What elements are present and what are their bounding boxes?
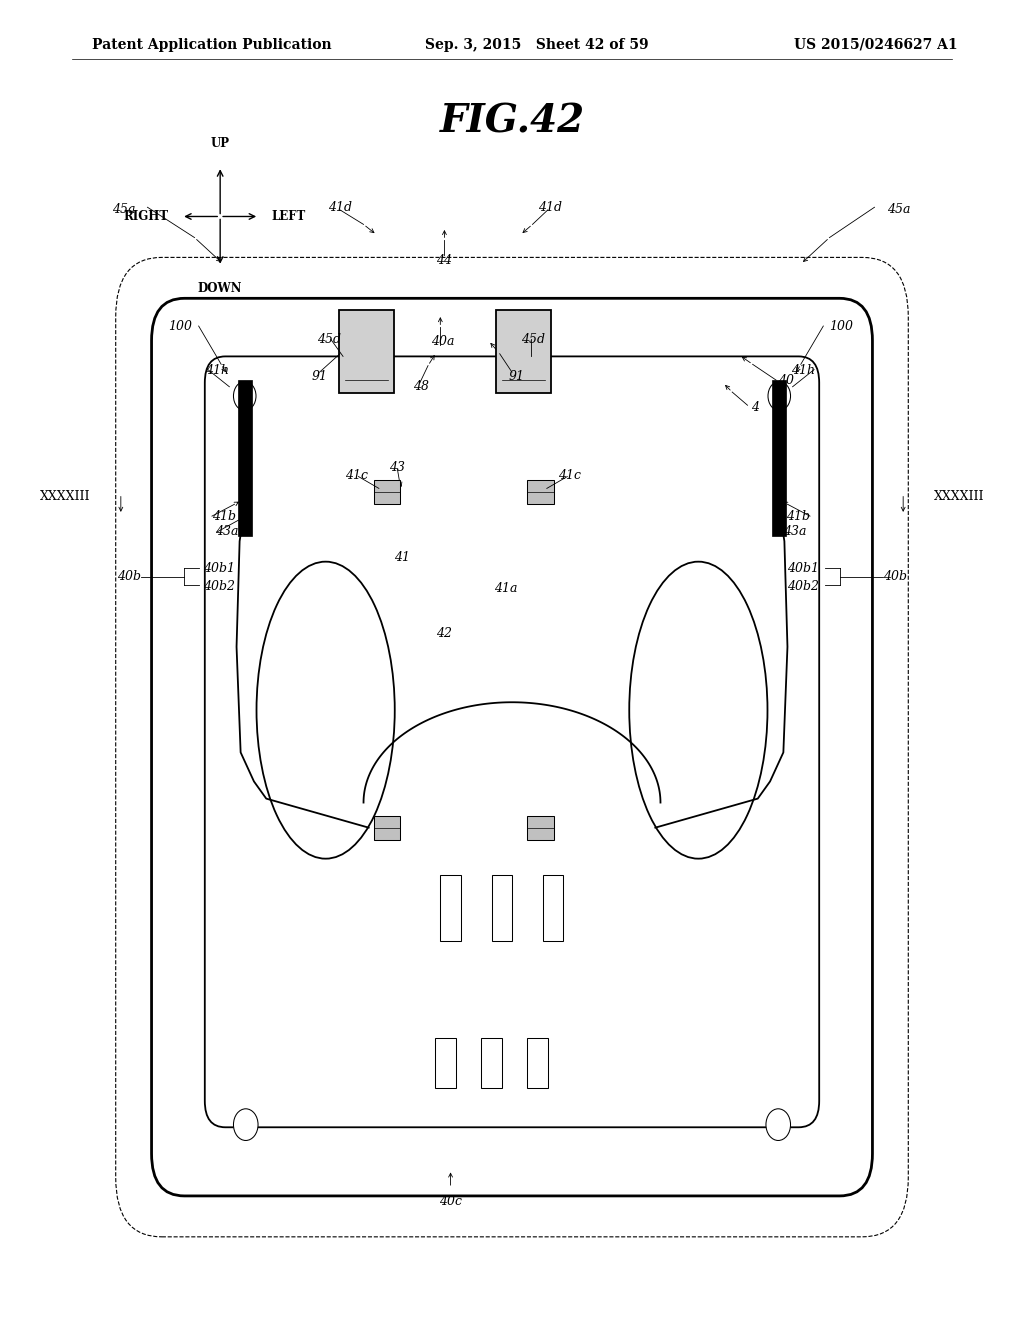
Text: 41b: 41b [212,510,236,523]
Text: 42: 42 [436,627,453,640]
Bar [543,875,563,941]
Text: 45d: 45d [316,333,341,346]
Bar [238,380,252,536]
Text: 40: 40 [778,374,795,387]
Bar [440,875,461,941]
Bar [374,816,400,840]
Text: 40b1: 40b1 [787,562,819,576]
Text: 100: 100 [829,319,853,333]
Text: US 2015/0246627 A1: US 2015/0246627 A1 [794,38,957,51]
Text: UP: UP [211,137,229,150]
Text: 41a: 41a [495,582,517,595]
Text: 45a: 45a [112,203,135,216]
Bar [496,310,551,393]
Circle shape [766,1109,791,1140]
Text: 41: 41 [394,550,411,564]
Text: 41c: 41c [558,469,581,482]
Text: 45d: 45d [521,333,546,346]
Bar [527,816,554,840]
Text: 41b: 41b [786,510,810,523]
Text: 41h: 41h [792,364,815,378]
Text: XXXXIII: XXXXIII [40,490,90,503]
Circle shape [233,381,256,411]
Circle shape [768,381,791,411]
Text: 44: 44 [436,253,453,267]
Text: 45a: 45a [887,203,910,216]
Ellipse shape [256,562,395,858]
Bar [339,310,394,393]
Text: 48: 48 [413,380,429,393]
Bar [374,480,400,504]
Text: 41c: 41c [345,469,368,482]
Text: 40b: 40b [118,570,141,583]
Bar [481,1038,502,1088]
Text: 41d: 41d [538,201,562,214]
Bar [435,1038,456,1088]
Text: 91: 91 [508,370,524,383]
Text: Sep. 3, 2015   Sheet 42 of 59: Sep. 3, 2015 Sheet 42 of 59 [425,38,648,51]
Text: 43a: 43a [215,525,239,539]
Text: 100: 100 [169,319,193,333]
Bar [527,480,554,504]
Text: 91: 91 [311,370,328,383]
Circle shape [233,1109,258,1140]
Text: 40c: 40c [439,1195,462,1208]
Text: 43: 43 [389,461,406,474]
Text: 40a: 40a [431,335,454,348]
Text: Patent Application Publication: Patent Application Publication [92,38,332,51]
Text: 4: 4 [751,401,759,414]
Text: 43a: 43a [783,525,807,539]
Text: RIGHT: RIGHT [124,210,169,223]
Text: 40b: 40b [883,570,906,583]
Ellipse shape [629,562,768,858]
Text: DOWN: DOWN [198,282,243,296]
Text: 41h: 41h [205,364,228,378]
FancyBboxPatch shape [152,298,872,1196]
Bar [527,1038,548,1088]
Text: 41d: 41d [328,201,352,214]
Text: 40b2: 40b2 [203,579,234,593]
FancyBboxPatch shape [205,356,819,1127]
Text: XXXXIII: XXXXIII [934,490,984,503]
Text: LEFT: LEFT [271,210,305,223]
Text: FIG.42: FIG.42 [439,103,585,140]
Text: 40b2: 40b2 [787,579,819,593]
Bar [492,875,512,941]
Text: 40b1: 40b1 [203,562,234,576]
Bar [772,380,786,536]
